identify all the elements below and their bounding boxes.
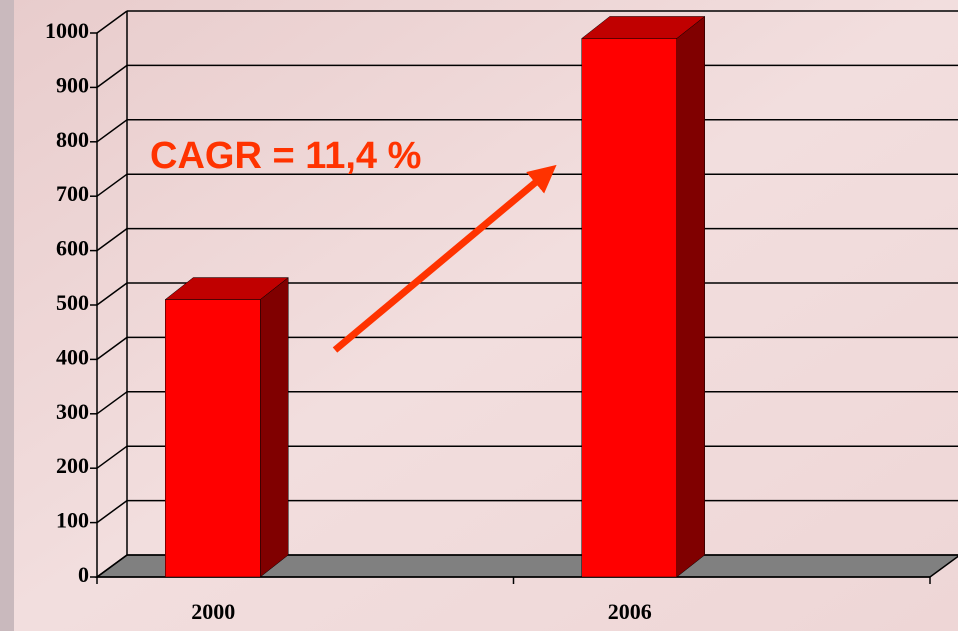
y-tick-label: 600 xyxy=(56,236,89,261)
y-tick-label: 800 xyxy=(56,127,89,152)
y-tick-label: 500 xyxy=(56,290,89,315)
side-grid-line xyxy=(96,119,128,143)
y-tick-label: 0 xyxy=(78,562,89,587)
y-tick-label: 200 xyxy=(56,453,89,478)
x-tick-label: 2006 xyxy=(608,599,652,624)
side-grid-line xyxy=(96,227,128,252)
y-tick-label: 400 xyxy=(56,344,89,369)
bar xyxy=(581,38,677,578)
annotation: CAGR = 11,4 % xyxy=(150,135,421,177)
y-tick-label: 900 xyxy=(56,72,89,97)
side-grid-line xyxy=(96,10,128,34)
side-grid-line xyxy=(96,554,128,578)
side-grid-line xyxy=(96,336,128,361)
y-tick-label: 700 xyxy=(56,181,89,206)
side-grid-line xyxy=(96,445,128,469)
side-grid-line xyxy=(96,391,128,415)
left-strip xyxy=(0,0,14,631)
y-tick-label: 300 xyxy=(56,399,89,424)
side-grid-line xyxy=(96,173,128,197)
arrow xyxy=(332,164,557,353)
side-grid-line xyxy=(96,499,128,524)
x-tick-label: 2000 xyxy=(191,599,235,624)
bar-side xyxy=(676,15,705,578)
y-tick-label: 100 xyxy=(56,508,89,533)
bar xyxy=(165,299,261,578)
plot: 0 100 200 300 400 500 600 700 800 900 1000 2000 2006 xyxy=(45,10,958,624)
y-tick-label: 1000 xyxy=(45,18,89,43)
side-grid-line xyxy=(96,64,128,89)
bar-side xyxy=(260,277,289,578)
side-grid-line xyxy=(96,282,128,306)
